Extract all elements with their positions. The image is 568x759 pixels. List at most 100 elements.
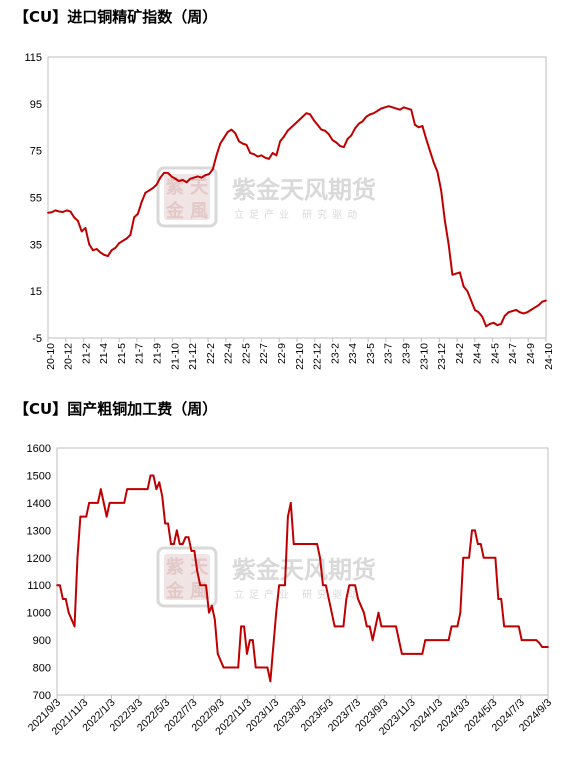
data-point	[219, 142, 222, 145]
data-point	[342, 625, 345, 628]
data-point	[327, 133, 330, 136]
data-point	[361, 120, 364, 123]
data-point	[474, 529, 476, 532]
data-point	[360, 604, 362, 607]
data-point	[107, 255, 109, 257]
data-point	[392, 625, 394, 628]
data-point	[79, 515, 82, 518]
data-point	[438, 639, 441, 642]
data-point	[316, 124, 319, 126]
data-point	[245, 143, 248, 146]
data-point	[409, 652, 412, 655]
data-point	[387, 105, 390, 108]
data-point	[196, 570, 199, 573]
data-point	[129, 488, 131, 491]
data-point	[354, 584, 357, 587]
data-point	[458, 271, 461, 274]
y-axis-ticks: -5 15 35 55 75 95 115	[24, 52, 42, 345]
data-point	[286, 515, 289, 518]
data-point	[161, 495, 164, 497]
data-point	[497, 598, 500, 600]
data-point	[155, 488, 158, 491]
data-point	[357, 598, 359, 600]
data-point	[305, 112, 308, 115]
data-point	[350, 134, 353, 137]
data-point	[278, 584, 281, 587]
y-tick-label: 1400	[27, 498, 51, 510]
x-tick-label: 21-5	[116, 343, 128, 364]
data-point	[389, 625, 392, 628]
data-point	[380, 625, 383, 628]
data-point	[365, 115, 368, 118]
data-point	[530, 309, 532, 311]
data-point	[114, 501, 117, 504]
watermark-logo: 紫天金風	[156, 546, 218, 608]
data-point	[477, 311, 480, 314]
data-point	[95, 248, 98, 250]
svg-text:天: 天	[190, 177, 209, 198]
data-point	[362, 611, 365, 614]
data-point	[193, 176, 195, 179]
x-tick-label: 22-2	[205, 343, 217, 364]
data-point	[56, 584, 58, 587]
data-point	[471, 529, 473, 532]
x-axis-ticks: 2021/9/32021/11/32022/1/32022/3/32022/5/…	[26, 695, 554, 738]
data-point	[88, 501, 91, 504]
data-point	[459, 611, 462, 614]
data-point	[331, 139, 334, 142]
data-point	[241, 142, 244, 145]
data-point	[488, 556, 491, 559]
data-point	[374, 625, 377, 628]
data-point	[339, 625, 342, 628]
data-point	[383, 625, 386, 628]
data-point	[324, 584, 327, 587]
data-point	[406, 107, 409, 110]
data-point	[345, 598, 348, 600]
data-point	[372, 112, 375, 115]
data-point	[99, 488, 102, 491]
data-point	[500, 323, 502, 325]
data-point	[289, 501, 292, 504]
data-point	[136, 212, 139, 215]
watermark-company-name: 紫金天风期货	[232, 556, 376, 584]
data-point	[400, 652, 403, 655]
data-point	[447, 243, 450, 246]
data-point	[175, 529, 178, 532]
data-point	[62, 211, 64, 213]
data-point	[336, 625, 339, 628]
data-point	[88, 243, 91, 246]
data-point	[216, 652, 219, 655]
data-point	[292, 543, 295, 545]
y-tick-label: 1200	[27, 553, 51, 565]
data-point	[465, 556, 468, 559]
data-point	[91, 501, 93, 504]
data-point	[108, 501, 111, 504]
data-point	[327, 598, 330, 600]
data-point	[380, 107, 383, 110]
data-point	[395, 625, 397, 628]
y-tick-label: 75	[30, 146, 42, 158]
data-point	[412, 652, 415, 655]
data-point	[253, 153, 255, 156]
data-point	[322, 584, 324, 587]
data-point	[275, 611, 278, 614]
data-point	[151, 187, 154, 190]
x-tick-label: 22-9	[276, 343, 288, 364]
x-tick-label: 21-12	[187, 343, 199, 370]
data-point	[313, 543, 316, 545]
data-point	[238, 140, 240, 143]
data-point	[94, 501, 96, 504]
data-point	[204, 174, 207, 177]
data-point	[369, 113, 371, 116]
data-point	[492, 321, 495, 324]
data-point	[468, 556, 470, 559]
data-point	[120, 501, 123, 504]
data-point	[76, 556, 79, 559]
data-point	[70, 618, 73, 621]
data-point	[199, 584, 202, 587]
data-point	[473, 309, 476, 311]
data-point	[59, 584, 61, 587]
data-point	[424, 639, 427, 642]
data-point	[450, 625, 453, 628]
data-point	[132, 488, 134, 491]
